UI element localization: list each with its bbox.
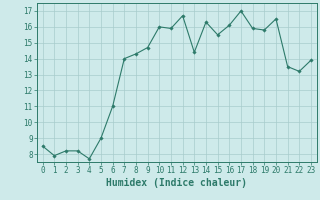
X-axis label: Humidex (Indice chaleur): Humidex (Indice chaleur) — [106, 178, 247, 188]
